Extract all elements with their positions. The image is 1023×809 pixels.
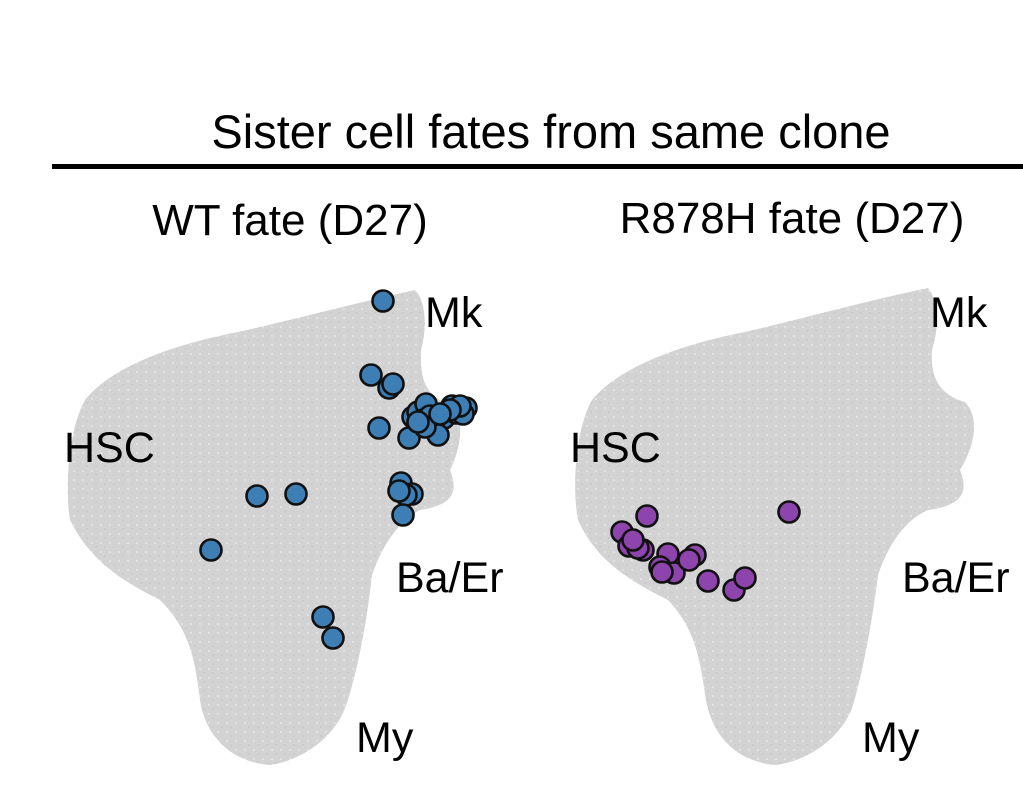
scatter-point: [406, 410, 430, 434]
panel-r878h: R878H fate (D27) Mk HSC Ba/Er My: [570, 194, 1010, 765]
scatter-point: [635, 504, 659, 528]
region-label-hsc: HSC: [570, 424, 661, 472]
region-label-mk: Mk: [930, 289, 988, 337]
title-underline: [52, 164, 1023, 169]
figure-title: Sister cell fates from same clone: [211, 105, 890, 158]
scatter-point: [391, 503, 415, 527]
scatter-point: [311, 605, 335, 629]
scatter-points-r878h: [610, 500, 801, 602]
umap-background-wt: [67, 290, 461, 765]
scatter-point: [777, 500, 801, 524]
panel-wt: WT fate (D27) Mk HSC Ba/Er My: [64, 196, 504, 765]
scatter-point: [381, 372, 405, 396]
panel-title-wt: WT fate (D27): [152, 196, 427, 245]
scatter-point: [245, 484, 269, 508]
region-label-ba-er: Ba/Er: [902, 554, 1010, 602]
scatter-point: [321, 626, 345, 650]
scatter-point: [428, 402, 452, 426]
region-label-ba-er: Ba/Er: [396, 554, 504, 602]
scatter-point: [677, 548, 701, 572]
scatter-point: [621, 528, 645, 552]
scatter-point: [387, 479, 411, 503]
region-label-mk: Mk: [425, 289, 483, 337]
scatter-point: [371, 289, 395, 313]
region-label-my: My: [862, 714, 920, 762]
region-label-my: My: [356, 714, 414, 762]
scatter-point: [284, 482, 308, 506]
panel-title-r878h: R878H fate (D27): [620, 194, 965, 243]
scatter-point: [696, 569, 720, 593]
scatter-point: [733, 566, 757, 590]
scatter-point: [199, 538, 223, 562]
scatter-point: [367, 416, 391, 440]
region-label-hsc: HSC: [64, 424, 155, 472]
scatter-point: [650, 560, 674, 584]
scatter-point: [359, 363, 383, 387]
umap-background-r878h: [575, 288, 975, 765]
scatter-points-wt: [199, 289, 478, 650]
